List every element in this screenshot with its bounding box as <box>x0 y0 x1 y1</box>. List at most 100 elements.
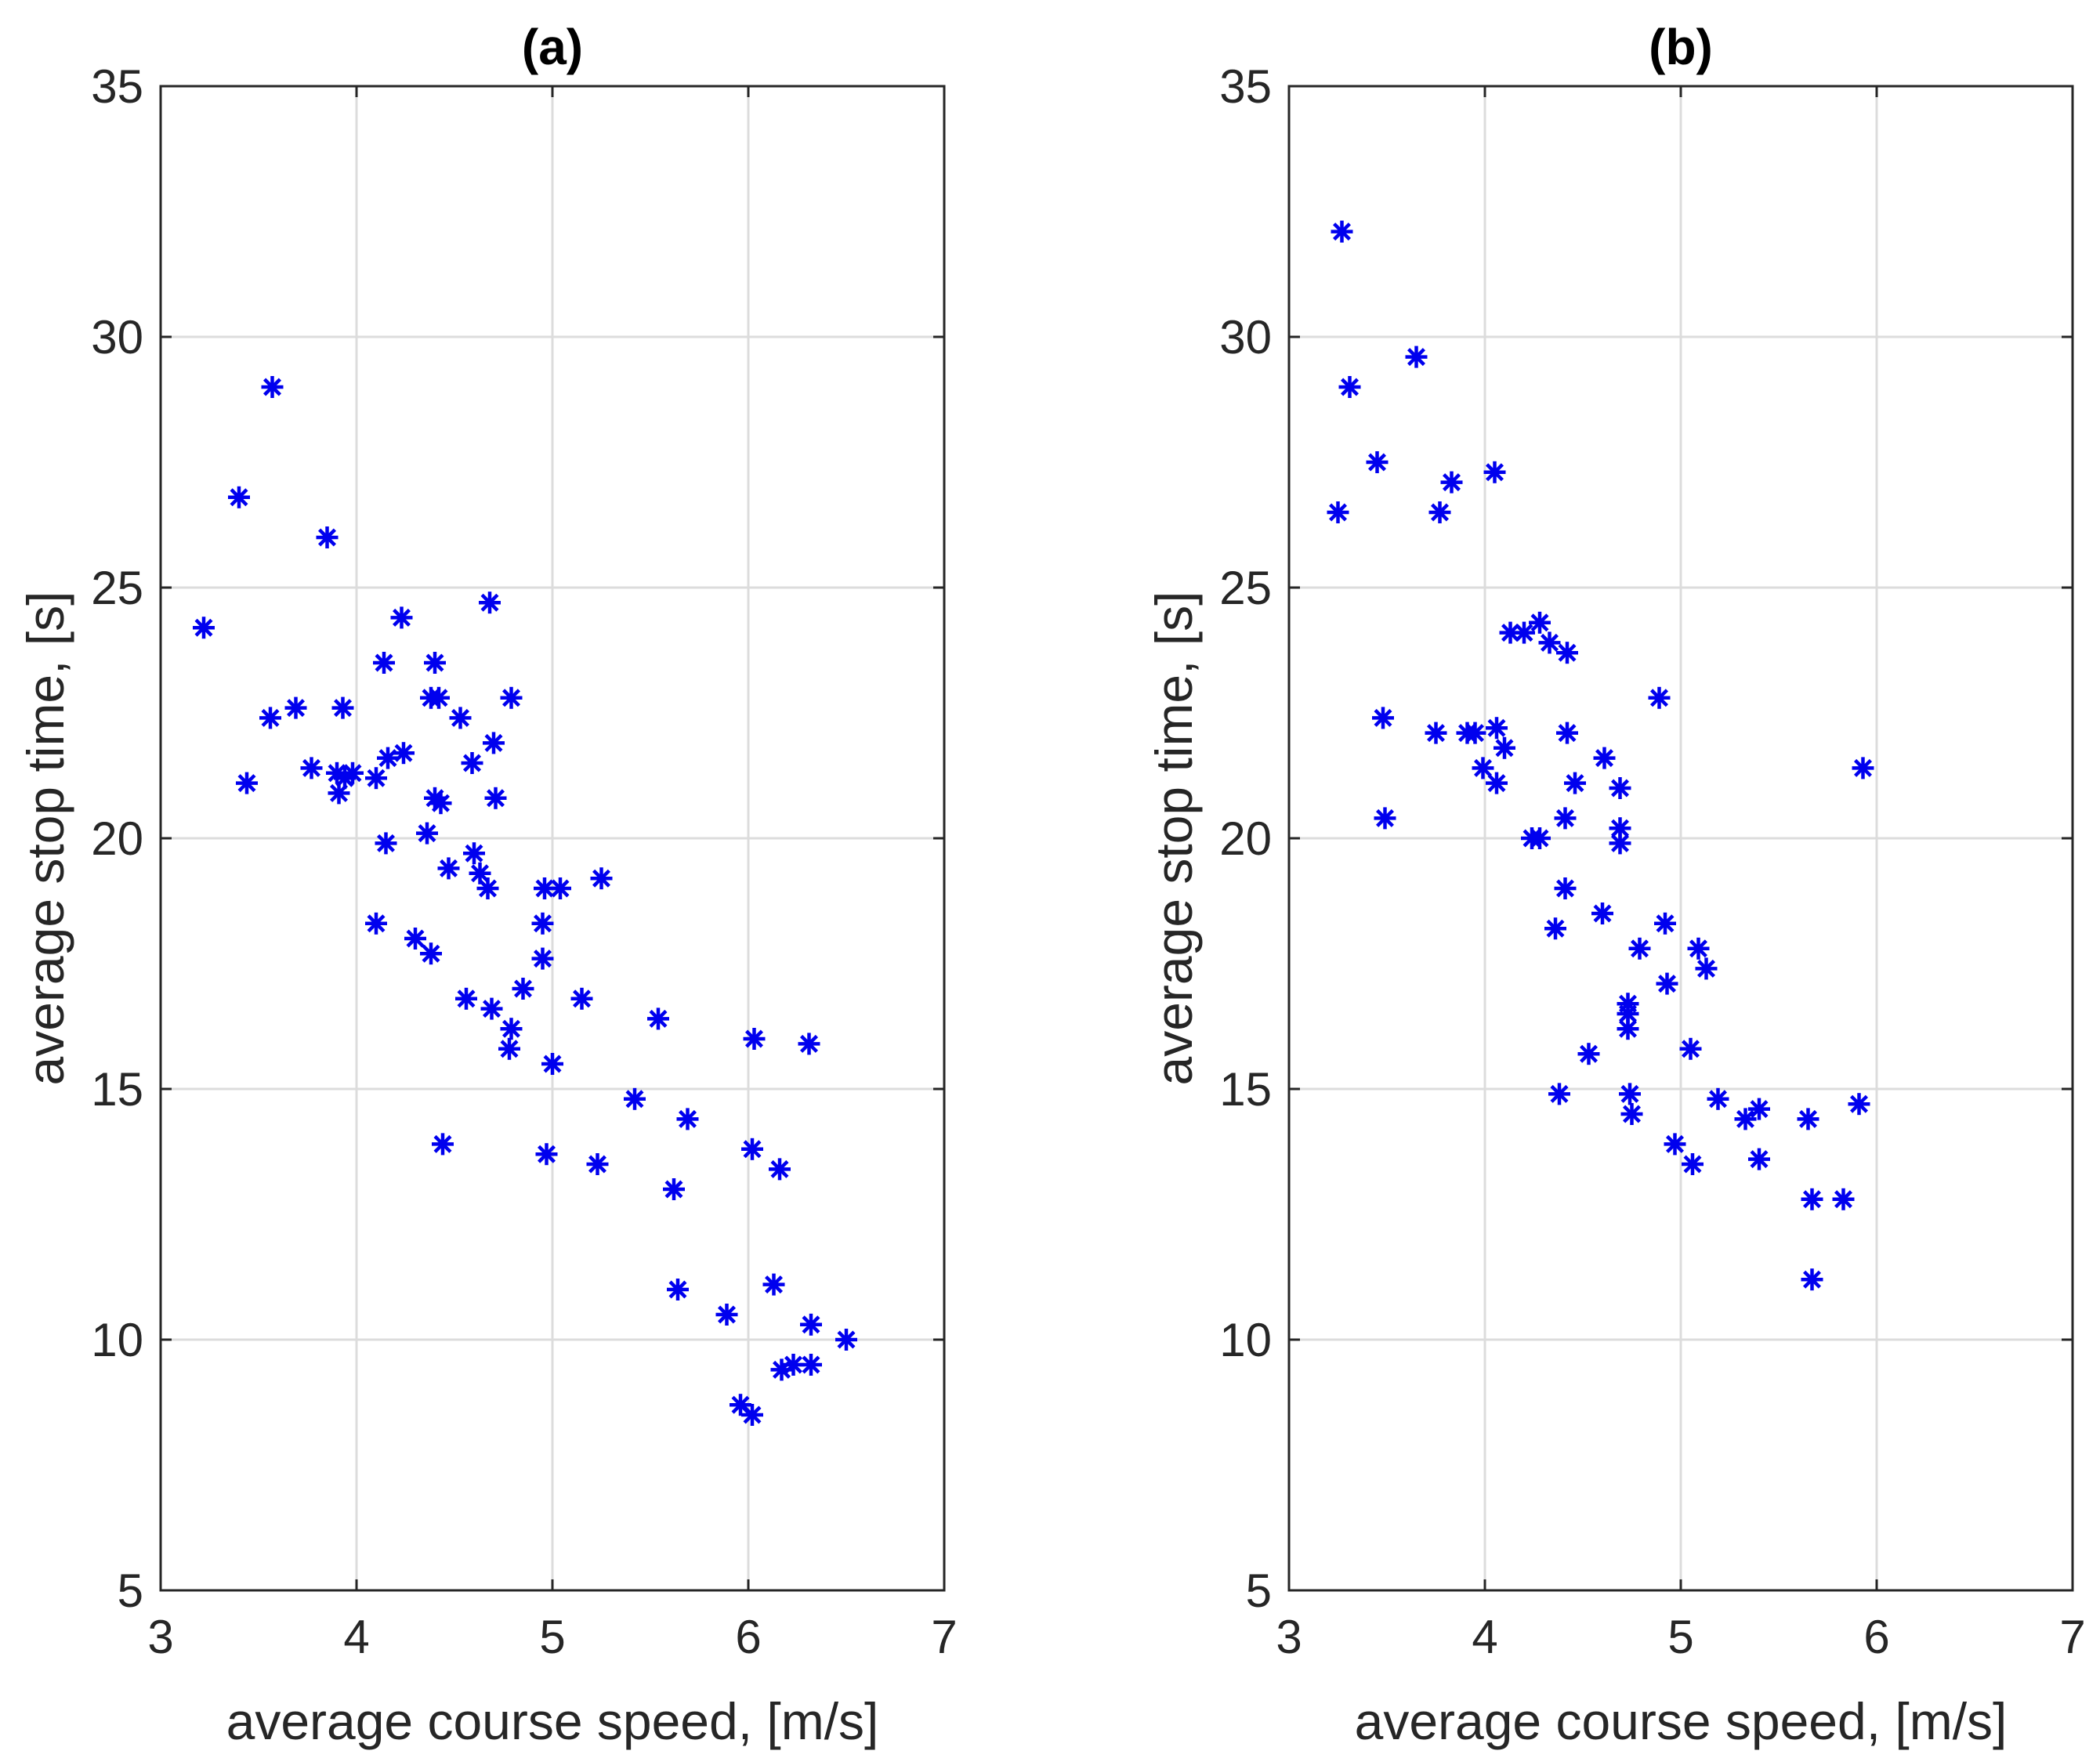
x-tick-label: 3 <box>1276 1611 1302 1663</box>
data-point <box>1529 611 1551 634</box>
data-markers <box>193 376 857 1426</box>
grid-lines <box>1287 85 2074 1592</box>
data-point <box>647 1007 669 1030</box>
data-point <box>1538 631 1561 654</box>
y-tick-label: 10 <box>91 1314 143 1366</box>
data-point <box>667 1279 689 1300</box>
data-point <box>424 652 446 674</box>
data-point <box>1707 1087 1729 1110</box>
x-tick-label: 6 <box>735 1611 761 1663</box>
data-point <box>541 1053 563 1075</box>
data-point <box>512 978 534 1000</box>
x-tick-label: 5 <box>539 1611 565 1663</box>
data-point <box>1327 501 1349 523</box>
tick-marks <box>1287 85 2074 1592</box>
data-point <box>1331 220 1353 243</box>
data-point <box>1494 736 1515 759</box>
y-tick-label: 30 <box>1219 311 1272 364</box>
data-point <box>1687 937 1710 960</box>
data-point <box>570 987 593 1010</box>
data-point <box>1801 1188 1823 1210</box>
data-point <box>480 997 503 1020</box>
y-tick-label: 5 <box>1246 1564 1272 1617</box>
data-point <box>261 376 284 398</box>
data-point <box>1617 1003 1639 1025</box>
data-point <box>1556 642 1578 664</box>
data-point <box>437 857 460 880</box>
data-point <box>500 1018 523 1040</box>
x-axis-label-a: average course speed, [m/s] <box>226 1692 879 1750</box>
data-point <box>1577 1043 1600 1065</box>
data-point <box>1564 772 1586 794</box>
data-point <box>375 832 397 855</box>
data-point <box>835 1329 857 1351</box>
panel-title-b: (b) <box>1649 19 1713 75</box>
x-tick-label: 3 <box>147 1611 173 1663</box>
data-point <box>432 1133 454 1156</box>
data-point <box>416 822 438 845</box>
data-point <box>1425 722 1447 744</box>
data-point <box>1748 1148 1770 1170</box>
data-point <box>1609 832 1631 855</box>
data-point <box>1695 957 1718 980</box>
data-point <box>535 1143 558 1166</box>
y-tick-label: 20 <box>1219 812 1272 865</box>
tick-labels: 3 4 5 6 7 5 10 15 20 25 30 35 <box>1219 60 2085 1663</box>
data-point <box>463 842 485 865</box>
data-point <box>377 747 399 769</box>
data-point <box>769 1158 791 1181</box>
data-point <box>1556 722 1578 744</box>
data-point <box>741 1404 763 1426</box>
data-point <box>393 742 415 765</box>
y-tick-label: 25 <box>1219 562 1272 614</box>
data-point <box>455 987 477 1010</box>
data-point <box>531 947 554 970</box>
data-point <box>1483 461 1506 483</box>
y-tick-label: 35 <box>91 60 143 113</box>
data-point <box>715 1304 738 1326</box>
y-tick-label: 15 <box>91 1063 143 1116</box>
data-point <box>762 1273 785 1296</box>
y-tick-label: 30 <box>91 311 143 364</box>
data-point <box>1338 376 1361 398</box>
data-point <box>1593 747 1616 769</box>
data-point <box>429 792 452 815</box>
data-markers <box>1327 220 1874 1291</box>
x-tick-label: 7 <box>2059 1611 2085 1663</box>
x-axis-label-b: average course speed, [m/s] <box>1355 1692 2008 1750</box>
data-point <box>484 787 507 809</box>
data-point <box>498 1037 520 1060</box>
data-point <box>1472 757 1494 780</box>
y-tick-label: 35 <box>1219 60 1272 113</box>
data-point <box>420 942 442 965</box>
data-point <box>800 1313 822 1336</box>
data-point <box>236 772 258 794</box>
data-point <box>1679 1037 1702 1060</box>
data-point <box>228 486 250 508</box>
tick-marks <box>159 85 946 1592</box>
data-point <box>1428 501 1451 523</box>
data-point <box>469 862 491 884</box>
data-point <box>428 686 450 709</box>
data-point <box>1440 471 1463 494</box>
data-point <box>531 912 554 935</box>
y-tick-label: 10 <box>1219 1314 1272 1366</box>
data-point <box>1801 1268 1823 1291</box>
data-point <box>483 732 505 754</box>
y-axis-label-a: average stop time, [s] <box>16 591 74 1086</box>
x-tick-label: 4 <box>1472 1611 1497 1663</box>
y-tick-label: 20 <box>91 812 143 865</box>
scatter-panel-a: 3 4 5 6 7 5 10 15 20 25 30 35 (a) average course sp… <box>16 19 958 1750</box>
data-point <box>404 928 426 950</box>
data-point <box>1486 717 1508 740</box>
grid-lines <box>159 85 946 1592</box>
data-point <box>663 1178 685 1200</box>
data-point <box>316 526 339 548</box>
data-point <box>284 696 307 719</box>
data-point <box>365 912 387 935</box>
data-point <box>1609 777 1631 799</box>
data-point <box>1852 757 1874 780</box>
y-tick-label: 25 <box>91 562 143 614</box>
tick-labels: 3 4 5 6 7 5 10 15 20 25 30 35 <box>91 60 957 1663</box>
